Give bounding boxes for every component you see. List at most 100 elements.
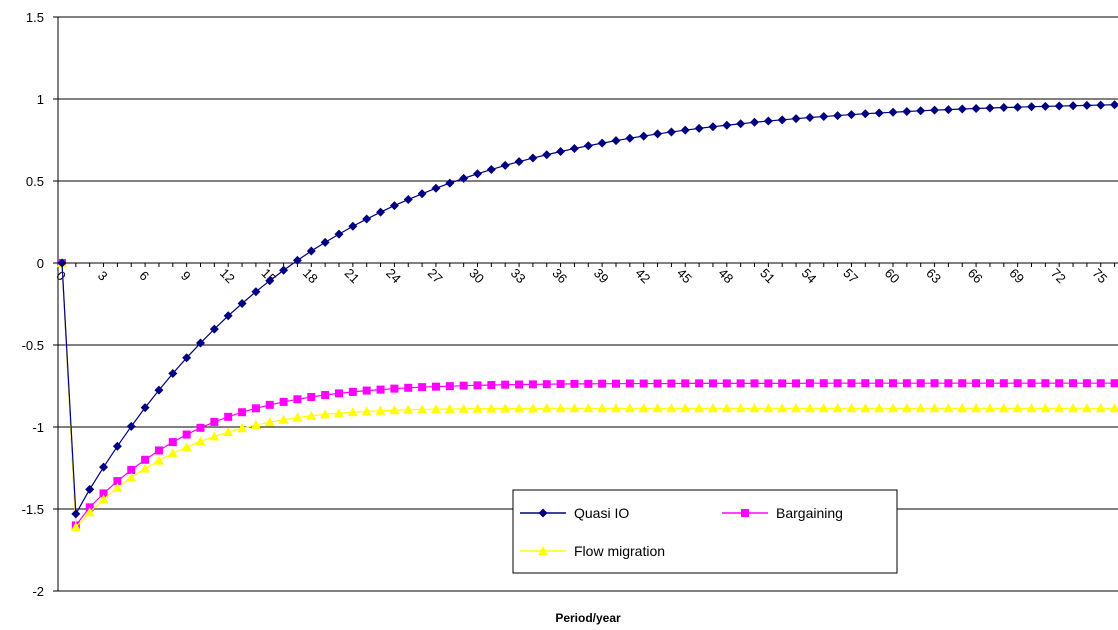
data-point [889,379,897,388]
data-point [943,105,953,115]
data-point [348,387,357,396]
data-point [167,448,178,458]
data-point [694,123,704,133]
data-point [127,465,136,474]
data-point [473,381,482,390]
data-point [85,484,95,494]
data-point [1082,379,1091,388]
data-point [741,509,749,517]
x-tick-label: 3 [95,268,111,284]
data-point [819,379,828,388]
data-point [84,507,95,517]
data-point [694,403,705,413]
data-point [390,384,399,393]
data-point [514,403,525,413]
data-point [515,380,524,389]
data-point [486,403,497,413]
y-tick-label: -0.5 [22,338,44,353]
data-point [265,276,275,286]
data-point [542,380,551,389]
data-point [1026,403,1037,413]
x-tick-label: 63 [923,265,944,286]
data-point [1013,379,1022,388]
data-point [251,287,261,297]
data-point [832,403,843,413]
series-line [61,262,1115,529]
series-line [61,104,1115,517]
data-point [376,385,385,394]
data-point [792,379,801,388]
legend-item: Bargaining [722,505,843,521]
data-point [1068,101,1078,111]
series-line [61,262,1115,528]
y-tick-label: 1 [37,92,44,107]
data-point [500,403,511,413]
data-point [846,403,857,413]
x-tick-label: 27 [425,265,446,286]
data-point [791,403,802,413]
data-point [846,110,856,120]
data-point [611,136,621,146]
data-point [972,379,981,388]
x-axis: 0 3 6 9 12 15 18 21 24 27 30 33 36 39 42 45 48 51 54 57 60 63… [53,263,1116,286]
data-point [888,403,898,413]
data-point [403,404,414,414]
x-tick-label: 69 [1006,265,1027,286]
data-point [999,379,1008,388]
data-point [98,494,109,504]
data-point [722,379,731,388]
data-point [403,195,413,205]
data-point [819,112,829,122]
data-point [444,403,455,413]
data-point [182,353,192,363]
series-bargaining [58,259,1118,530]
data-point [833,111,843,121]
data-point [1068,403,1079,413]
data-point [140,463,151,473]
data-point [501,380,510,389]
data-point [569,144,579,154]
data-point [611,403,621,413]
data-point [238,408,247,417]
data-point [348,221,358,231]
data-point [223,427,234,437]
data-point [583,403,594,413]
data-point [901,403,912,413]
data-point [321,391,330,400]
legend-box [512,489,898,574]
x-tick-label: 21 [342,265,363,286]
data-point [1096,379,1105,388]
data-point [735,403,746,413]
data-point [666,127,676,137]
data-point [1027,379,1036,388]
data-point [223,311,233,321]
data-point [431,183,441,193]
data-point [916,106,926,116]
data-point [251,404,260,413]
data-point [1069,379,1078,388]
data-point [598,379,607,388]
data-point [1096,100,1106,110]
data-point [957,104,967,114]
data-point [486,165,496,175]
legend: Quasi IO Bargaining Flow migration [512,489,898,574]
data-point [847,379,856,388]
data-point [695,379,704,388]
data-point [984,403,995,413]
data-point [209,324,219,334]
data-point [347,407,358,417]
data-point [278,414,289,424]
data-point [638,403,649,413]
data-point [168,369,178,379]
data-point [777,115,787,125]
data-point [805,379,814,388]
data-point [292,412,303,422]
data-point [334,229,344,239]
x-tick-label: 72 [1048,265,1069,286]
data-point [361,406,372,416]
y-tick-label: 0.5 [26,174,44,189]
data-point [943,403,954,413]
data-point [569,403,580,413]
data-point [1040,101,1050,111]
data-point [888,107,898,117]
